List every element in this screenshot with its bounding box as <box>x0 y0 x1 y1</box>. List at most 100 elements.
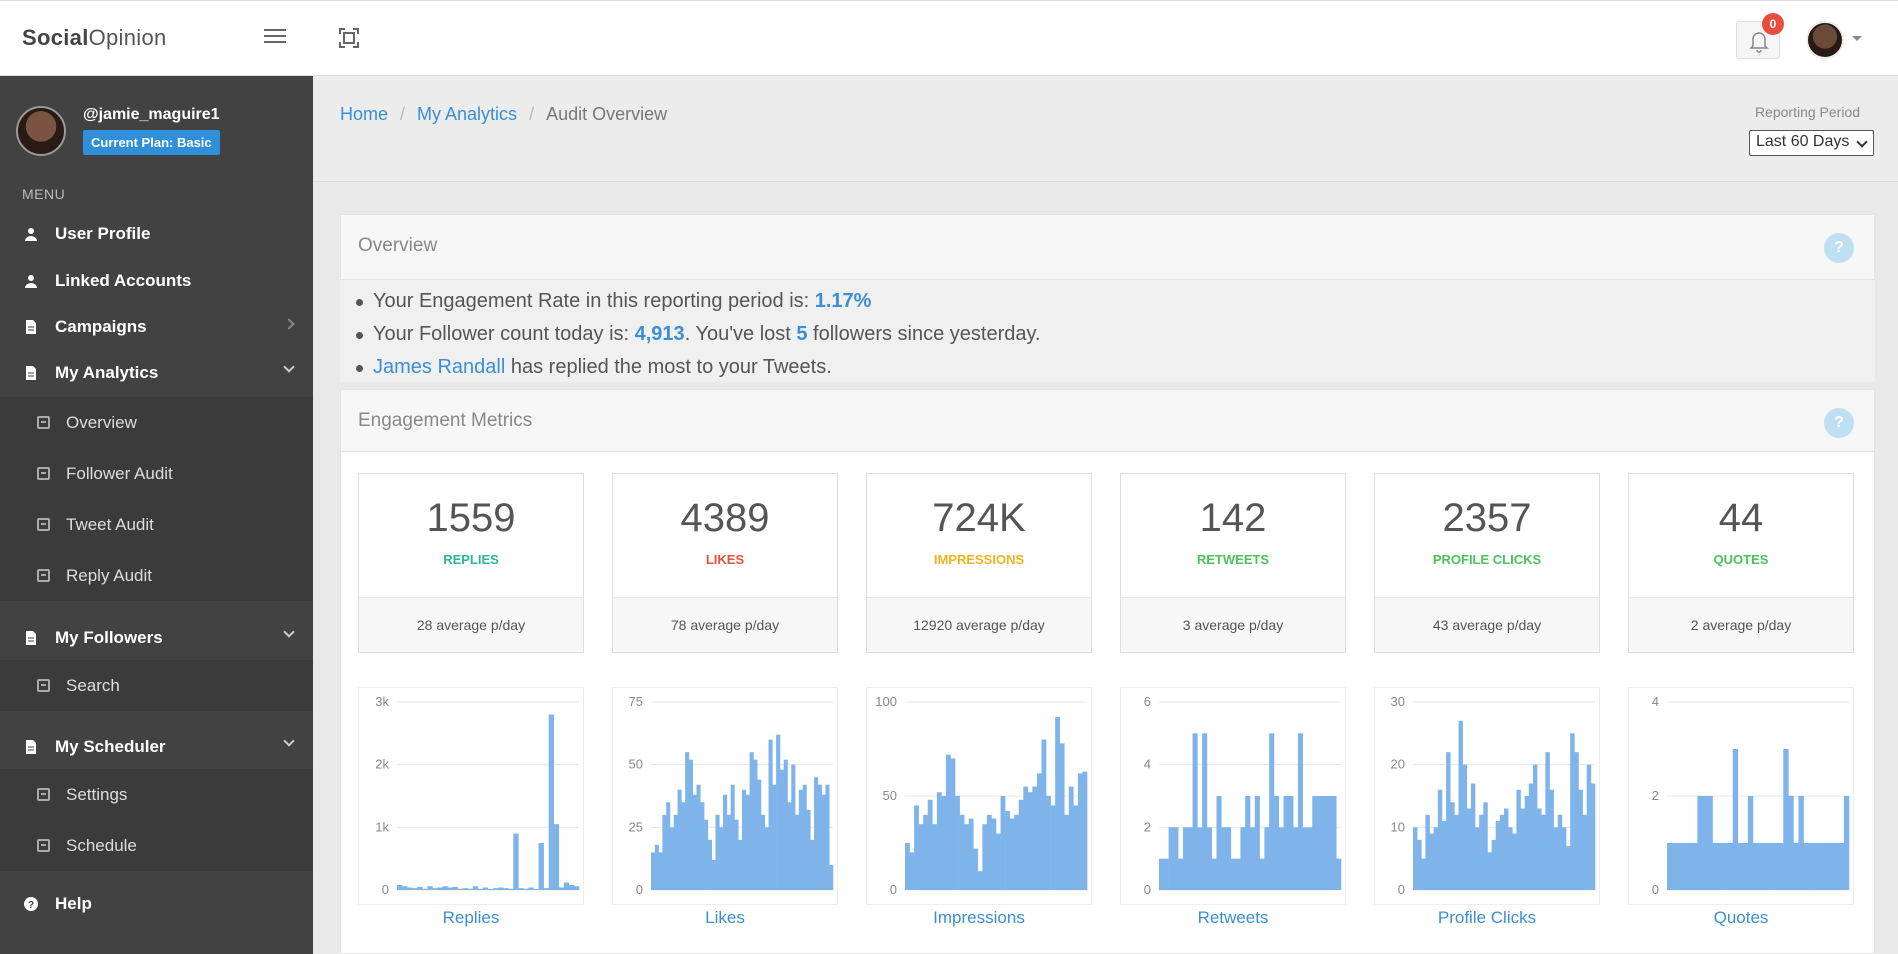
sidebar-item-my-analytics[interactable]: My Analytics <box>0 351 313 395</box>
chart-bar <box>1483 802 1488 890</box>
chart-link-likes[interactable]: Likes <box>705 908 745 927</box>
sidebar-item-help[interactable]: ? Help <box>0 882 313 926</box>
chart-bar <box>1742 843 1749 890</box>
metric-average: 2 average p/day <box>1629 597 1853 652</box>
y-tick-label: 2k <box>375 757 389 772</box>
chart-bar <box>688 759 694 890</box>
chart-link-profile-clicks[interactable]: Profile Clicks <box>1437 908 1537 927</box>
chart-bar <box>488 889 494 890</box>
chart-bar <box>1450 802 1455 890</box>
chart-bar <box>692 794 697 890</box>
brand-logo[interactable]: SocialOpinion <box>22 25 167 50</box>
chart-bar <box>1532 764 1538 890</box>
chart-link-quotes[interactable]: Quotes <box>1713 908 1769 927</box>
chart-bar <box>909 852 915 890</box>
chart-link-impressions[interactable]: Impressions <box>933 908 1025 927</box>
fullscreen-icon[interactable] <box>338 27 360 49</box>
chart-bar <box>941 796 947 890</box>
chart-bar <box>1768 843 1774 890</box>
metric-card-impressions: 724K IMPRESSIONS 12920 average p/day <box>866 473 1092 653</box>
chart-bar <box>1288 796 1294 890</box>
y-tick-label: 1k <box>375 819 389 834</box>
chart-bar <box>1018 799 1024 890</box>
user-avatar[interactable] <box>1806 21 1844 59</box>
chart-bar <box>538 843 544 890</box>
chart-bar <box>1073 805 1079 890</box>
sidebar-item-user-profile[interactable]: User Profile <box>0 212 313 256</box>
chart-bar <box>1009 818 1015 890</box>
sidebar-item-my-followers[interactable]: My Followers <box>0 616 313 660</box>
reporting-period-label: Reporting Period <box>1754 104 1860 120</box>
sidebar-subitem-reply-audit[interactable]: Reply Audit <box>0 550 313 601</box>
document-icon <box>26 366 36 380</box>
engagement-panel: Engagement Metrics ? <box>340 389 1875 954</box>
chart-bar <box>1202 733 1208 890</box>
menu-toggle-icon[interactable] <box>264 29 286 47</box>
y-tick-label: 0 <box>382 882 389 897</box>
chart-link-replies[interactable]: Replies <box>442 908 500 927</box>
chart-bar <box>1727 843 1734 890</box>
plan-badge[interactable]: Current Plan: Basic <box>83 130 220 155</box>
top-replier-line: James Randall has replied the most to yo… <box>356 356 832 379</box>
chart-bar <box>1793 843 1799 890</box>
chart-bar <box>1059 743 1065 890</box>
chart-bar <box>749 752 754 890</box>
top-replier-link[interactable]: James Randall <box>373 356 506 378</box>
y-tick-label: 6 <box>1144 694 1151 709</box>
page-icon <box>37 416 50 429</box>
sidebar-item-my-scheduler[interactable]: My Scheduler <box>0 725 313 769</box>
breadcrumb-home[interactable]: Home <box>340 104 389 124</box>
chart-bar <box>1269 733 1275 890</box>
chart-bar <box>462 888 469 890</box>
sidebar-item-linked-accounts[interactable]: Linked Accounts <box>0 259 313 303</box>
overview-title: Overview <box>358 235 438 256</box>
chart-bar <box>1173 827 1179 890</box>
profile-handle: @jamie_maguire1 <box>83 106 220 123</box>
y-tick-label: 2 <box>1144 819 1151 834</box>
chart-bar <box>1712 843 1718 890</box>
follower-count-line: Your Follower count today is: 4,913. You… <box>356 323 1041 346</box>
chart-bar <box>757 779 762 890</box>
chart-bar <box>764 827 769 890</box>
breadcrumb-my-analytics[interactable]: My Analytics <box>417 104 518 124</box>
sidebar-subitem-search[interactable]: Search <box>0 660 313 711</box>
y-tick-label: 25 <box>629 819 643 834</box>
chevron-right-icon <box>283 318 295 330</box>
scheduler-submenu: Settings Schedule <box>0 769 313 871</box>
chart-link-retweets[interactable]: Retweets <box>1197 908 1269 927</box>
chart-bar <box>814 777 819 890</box>
reporting-period-select[interactable]: Last 60 Days <box>1749 130 1874 156</box>
chart-bar <box>1561 827 1567 890</box>
chart-bar <box>1586 764 1592 890</box>
chart-bar <box>1182 827 1189 890</box>
user-menu-caret-icon[interactable] <box>1852 36 1862 41</box>
chart-bar <box>1163 858 1169 890</box>
chart-bar <box>1495 821 1501 890</box>
chart-bar <box>964 824 969 890</box>
chart-bar <box>1475 827 1480 890</box>
chart-bar <box>1050 805 1056 890</box>
sidebar-subitem-tweet-audit[interactable]: Tweet Audit <box>0 499 313 550</box>
chart-bar <box>1297 733 1303 890</box>
chart-bar <box>1178 858 1184 890</box>
engagement-rate-line: Your Engagement Rate in this reporting p… <box>355 290 871 313</box>
chart-bar <box>513 833 519 890</box>
chart-bar <box>1692 843 1698 890</box>
sidebar-subitem-settings[interactable]: Settings <box>0 769 313 820</box>
chart-bar <box>1417 839 1422 890</box>
sidebar-subitem-schedule[interactable]: Schedule <box>0 820 313 871</box>
chart-bar <box>945 754 951 890</box>
breadcrumb-current: Audit Overview <box>546 104 668 124</box>
engagement-help-button[interactable]: ? <box>1824 408 1854 438</box>
sidebar-subitem-overview[interactable]: Overview <box>0 397 313 448</box>
overview-help-button[interactable]: ? <box>1824 233 1854 263</box>
chart-bar <box>1512 833 1517 890</box>
chart-bar <box>991 818 997 890</box>
chart-replies: 0 1k 2k 3k <box>358 687 584 905</box>
chart-bar <box>1462 764 1468 890</box>
sidebar-item-label: My Analytics <box>55 363 159 382</box>
sidebar-subitem-follower-audit[interactable]: Follower Audit <box>0 448 313 499</box>
sidebar-item-campaigns[interactable]: Campaigns <box>0 305 313 349</box>
chart-bar <box>666 802 671 890</box>
chart-bar <box>1788 796 1794 890</box>
